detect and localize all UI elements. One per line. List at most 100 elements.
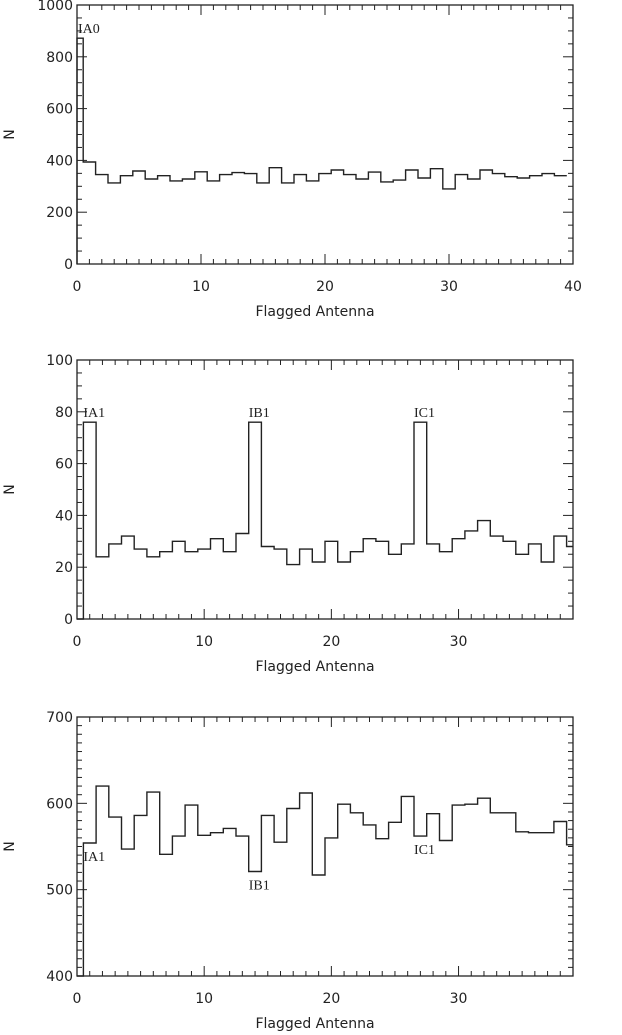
histogram-bin (236, 836, 249, 976)
histogram-bin (269, 168, 281, 264)
histogram-step-line (77, 785, 573, 977)
histogram-bin (220, 175, 232, 264)
y-tick-label: 400 (46, 153, 73, 169)
histogram-bin (517, 178, 529, 264)
histogram-bin (170, 181, 182, 264)
y-tick-label: 0 (64, 257, 73, 273)
histogram-bin (223, 552, 236, 619)
y-tick-label: 600 (46, 102, 73, 118)
histogram-bin (147, 792, 160, 976)
histogram-bin (96, 786, 109, 976)
y-tick-label: 80 (55, 405, 73, 421)
histogram-bin (406, 170, 418, 264)
histogram-bin (172, 541, 185, 619)
histogram-bin (223, 828, 236, 976)
histogram-bin (350, 813, 363, 976)
histogram-bin (478, 521, 491, 619)
y-tick-label: 400 (46, 969, 73, 985)
histogram-bin (133, 171, 145, 264)
histogram-bin (505, 177, 517, 264)
histogram-bin (363, 825, 376, 976)
histogram-bin (363, 539, 376, 619)
histogram-bin (443, 189, 455, 264)
x-tick-label: 0 (73, 634, 82, 650)
x-tick-label: 20 (316, 279, 334, 295)
histogram-bin (344, 175, 356, 264)
histogram-bin (300, 549, 313, 619)
histogram-bin (109, 544, 122, 619)
histogram-bin (312, 562, 325, 619)
histogram-bin (465, 804, 478, 976)
histogram-bin (478, 798, 491, 976)
histogram-bin (158, 176, 170, 264)
histogram-bin (468, 179, 480, 264)
y-tick-label: 500 (46, 883, 73, 899)
histogram-bin (83, 162, 95, 264)
histogram-bin (554, 821, 567, 976)
histogram-bin (261, 546, 274, 619)
histogram-bin (490, 536, 503, 619)
histogram-bin (257, 183, 269, 264)
bin-annotation: IC1 (414, 406, 435, 421)
x-tick-label: 0 (73, 279, 82, 295)
histogram-bin (541, 562, 554, 619)
histogram-bin (325, 838, 338, 976)
y-tick-label: 0 (64, 612, 73, 628)
histogram-bin (480, 170, 492, 264)
histogram-bin (528, 544, 541, 619)
histogram-bin (350, 552, 363, 619)
bin-annotation: IB1 (249, 879, 270, 894)
histogram-bin (211, 539, 224, 619)
histogram-bin (530, 176, 542, 264)
histogram-bin (516, 554, 529, 619)
histogram-bin (401, 796, 414, 976)
histogram-bin (376, 839, 389, 976)
x-tick-label: 30 (450, 991, 468, 1007)
x-axis-title: Flagged Antenna (255, 304, 374, 320)
histogram-bin (567, 845, 573, 976)
histogram-bin (418, 178, 430, 264)
histogram-bin (287, 809, 300, 976)
histogram-bin (236, 534, 249, 619)
x-tick-label: 10 (192, 279, 210, 295)
histogram-bin (96, 175, 108, 264)
x-tick-label: 20 (322, 991, 340, 1007)
histogram-bin (185, 552, 198, 619)
histogram-bin (542, 174, 554, 264)
histogram-bin (455, 175, 467, 264)
histogram-bin (96, 557, 109, 619)
histogram-bin (430, 169, 442, 264)
histogram-bin (249, 422, 262, 619)
y-tick-label: 800 (46, 50, 73, 66)
histogram-bin (108, 183, 120, 264)
x-tick-label: 20 (322, 634, 340, 650)
bin-annotation: IA1 (83, 850, 105, 865)
histogram-bin (145, 179, 157, 264)
y-tick-label: 60 (55, 457, 73, 473)
histogram-bin (439, 552, 452, 619)
histogram-bin (452, 539, 465, 619)
histogram-bin (122, 536, 135, 619)
histogram-panel-2: 0 10 20 30 0 20 40 60 80 100 Flagged Antenna N IA1 IB… (2, 353, 574, 675)
histogram-bin (134, 549, 147, 619)
histogram-bin (232, 173, 244, 264)
histogram-bin (541, 833, 554, 976)
histogram-bin (198, 549, 211, 619)
histogram-bin (182, 179, 194, 264)
histogram-bin (160, 552, 173, 619)
histogram-bin (376, 541, 389, 619)
x-tick-label: 0 (73, 991, 82, 1007)
x-tick-label: 30 (450, 634, 468, 650)
histogram-bin (567, 546, 573, 619)
histogram-bin (452, 805, 465, 976)
histogram-bin (160, 854, 173, 976)
histogram-bin (147, 557, 160, 619)
histogram-bin (389, 822, 402, 976)
histogram-bin (338, 562, 351, 619)
y-tick-label: 700 (46, 710, 73, 726)
x-axis-title: Flagged Antenna (255, 1016, 374, 1032)
histogram-bin (356, 179, 368, 264)
y-tick-label: 600 (46, 796, 73, 812)
histogram-bin (368, 172, 380, 264)
